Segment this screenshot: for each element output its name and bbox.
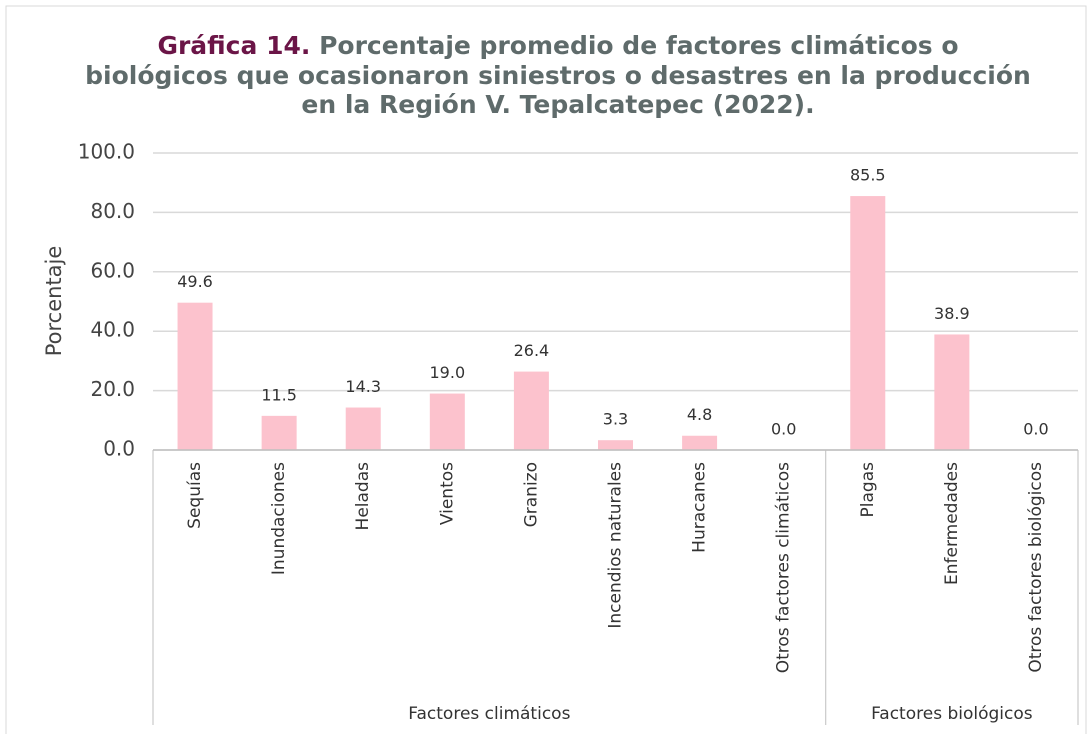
bar xyxy=(177,302,213,450)
title-line: Porcentaje promedio de factores climátic… xyxy=(319,31,958,60)
x-tick-label: Granizo xyxy=(521,462,541,527)
data-label: 26.4 xyxy=(514,341,550,360)
y-tick-label: 60.0 xyxy=(90,258,135,282)
data-label: 0.0 xyxy=(771,420,796,439)
bar xyxy=(429,393,465,450)
y-tick-label: 0.0 xyxy=(103,437,135,461)
x-tick-label: Huracanes xyxy=(690,462,710,553)
title-line: en la Región V. Tepalcatepec (2022). xyxy=(301,90,814,119)
data-label: 85.5 xyxy=(850,166,886,185)
x-tick-label: Heladas xyxy=(353,462,373,531)
bar xyxy=(345,407,381,450)
data-label: 49.6 xyxy=(177,272,213,291)
data-label: 3.3 xyxy=(603,410,628,429)
y-tick-label: 80.0 xyxy=(90,199,135,223)
bar xyxy=(513,371,549,450)
title-label: Gráfica 14. xyxy=(157,31,310,60)
chart-title: Gráfica 14. Porcentaje promedio de facto… xyxy=(157,31,958,60)
data-label: 11.5 xyxy=(261,385,297,404)
data-label: 4.8 xyxy=(687,405,712,424)
x-tick-label: Otros factores climáticos xyxy=(774,462,794,673)
group-label: Factores biológicos xyxy=(871,704,1033,724)
x-tick-label: Otros factores biológicos xyxy=(1026,462,1046,673)
chart-border xyxy=(5,5,1087,734)
bar xyxy=(934,334,970,450)
data-label: 14.3 xyxy=(345,377,381,396)
bar xyxy=(598,440,633,450)
y-tick-label: 100.0 xyxy=(78,140,135,164)
x-tick-label: Plagas xyxy=(858,462,878,518)
x-tick-label: Incendios naturales xyxy=(606,462,626,629)
title-line: biológicos que ocasionaron siniestros o … xyxy=(85,61,1031,90)
data-label: 0.0 xyxy=(1023,420,1048,439)
y-tick-label: 40.0 xyxy=(90,318,135,342)
y-axis-label: Porcentaje xyxy=(42,246,66,357)
group-label: Factores climáticos xyxy=(408,704,570,724)
bar xyxy=(850,196,886,450)
x-tick-label: Vientos xyxy=(437,462,457,525)
bar xyxy=(682,435,718,450)
x-tick-label: Enfermedades xyxy=(942,462,962,585)
bar xyxy=(261,415,297,450)
x-tick-label: Sequías xyxy=(185,462,205,529)
x-tick-label: Inundaciones xyxy=(269,462,289,575)
data-label: 38.9 xyxy=(934,304,970,323)
data-label: 19.0 xyxy=(430,363,466,382)
y-tick-label: 20.0 xyxy=(90,377,135,401)
